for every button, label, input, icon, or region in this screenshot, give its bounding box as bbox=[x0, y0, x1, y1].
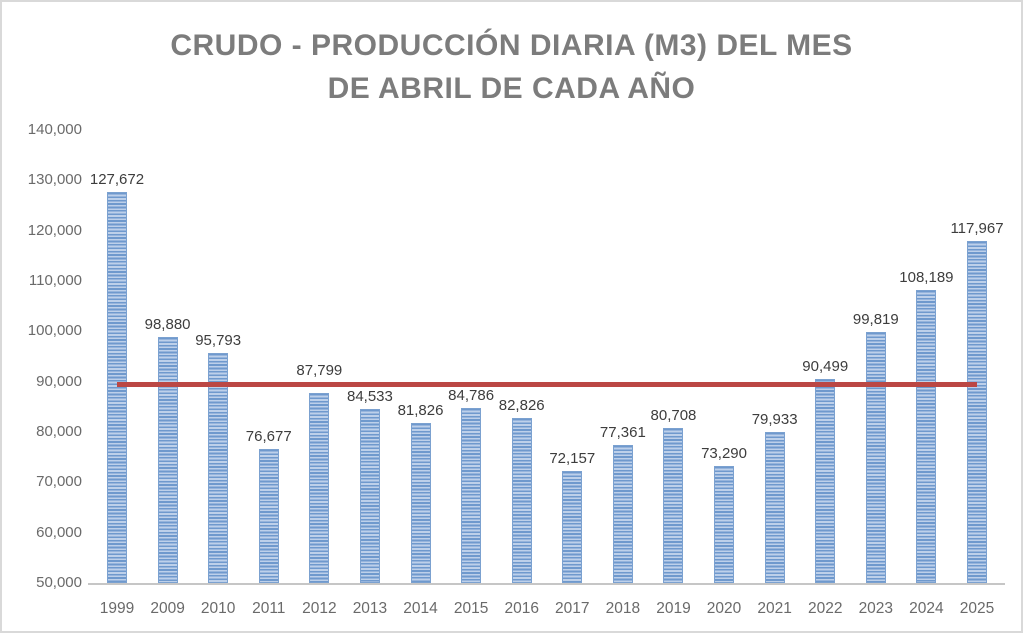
bar-value-label: 98,880 bbox=[144, 315, 191, 333]
y-tick-label: 60,000 bbox=[36, 523, 82, 541]
y-tick-label: 70,000 bbox=[36, 473, 82, 491]
bar bbox=[359, 409, 380, 583]
bar bbox=[764, 432, 785, 583]
x-tick-label: 2011 bbox=[252, 600, 286, 617]
y-tick-label: 140,000 bbox=[27, 121, 82, 138]
bar bbox=[461, 407, 482, 583]
bar-value-label: 79,933 bbox=[751, 411, 798, 429]
bar-value-label: 84,533 bbox=[346, 388, 393, 406]
chart-title: CRUDO - PRODUCCIÓN DIARIA (M3) DEL MES D… bbox=[2, 24, 1021, 110]
bar bbox=[815, 379, 836, 583]
bar-value-label: 76,677 bbox=[245, 427, 292, 445]
bar bbox=[714, 465, 735, 583]
x-tick-label: 2025 bbox=[959, 600, 995, 617]
bar bbox=[157, 336, 178, 583]
bar bbox=[208, 352, 229, 583]
y-tick-label: 130,000 bbox=[27, 171, 82, 189]
bar-value-label: 73,290 bbox=[701, 444, 747, 462]
x-tick-label: 2023 bbox=[858, 600, 894, 617]
bar-value-label: 127,672 bbox=[89, 171, 145, 189]
chart-title-line-2: DE ABRIL DE CADA AÑO bbox=[327, 72, 696, 105]
x-tick-label: 2018 bbox=[605, 600, 641, 617]
chart-title-line-1: CRUDO - PRODUCCIÓN DIARIA (M3) DEL MES bbox=[170, 29, 853, 62]
bar-value-label: 90,499 bbox=[802, 358, 849, 376]
bar-value-label: 95,793 bbox=[195, 331, 242, 349]
x-tick-label: 2012 bbox=[302, 600, 337, 617]
bar bbox=[562, 471, 583, 583]
bar bbox=[106, 192, 127, 583]
bar bbox=[916, 290, 937, 583]
x-tick-label: 2015 bbox=[453, 600, 489, 617]
x-tick-label: 2010 bbox=[200, 600, 236, 617]
x-tick-label: 2009 bbox=[150, 600, 185, 617]
bar bbox=[309, 392, 330, 583]
bar-value-label: 72,157 bbox=[549, 450, 596, 468]
x-tick-label: 2014 bbox=[403, 600, 438, 617]
x-tick-label: 2017 bbox=[555, 600, 590, 617]
y-tick-label: 90,000 bbox=[36, 372, 82, 390]
bar-value-label: 108,189 bbox=[899, 269, 954, 287]
bar bbox=[967, 240, 987, 583]
bar-value-label: 84,786 bbox=[448, 386, 495, 404]
x-axis-line bbox=[88, 583, 1005, 585]
x-tick-label: 2022 bbox=[807, 600, 843, 617]
bar-value-label: 99,819 bbox=[852, 311, 899, 329]
y-tick-label: 110,000 bbox=[28, 272, 82, 289]
bar-value-label: 77,361 bbox=[599, 424, 646, 442]
bar bbox=[410, 422, 431, 583]
bar-value-label: 117,967 bbox=[950, 219, 1004, 237]
bar-value-label: 81,826 bbox=[397, 401, 444, 419]
x-tick-label: 2013 bbox=[352, 600, 388, 617]
x-tick-label: 2020 bbox=[706, 600, 742, 617]
x-tick-label: 2024 bbox=[909, 600, 944, 617]
bar bbox=[865, 332, 886, 583]
bar bbox=[258, 448, 279, 583]
x-tick-label: 1999 bbox=[99, 600, 135, 617]
bar bbox=[663, 428, 684, 583]
reference-line bbox=[116, 381, 977, 387]
y-tick-label: 100,000 bbox=[27, 322, 82, 340]
bar-value-label: 87,799 bbox=[296, 361, 343, 379]
x-tick-label: 2019 bbox=[656, 600, 691, 617]
bar bbox=[612, 445, 633, 583]
x-tick-label: 2021 bbox=[757, 600, 792, 617]
y-tick-label: 50,000 bbox=[36, 574, 82, 591]
bar bbox=[511, 417, 532, 583]
bar-value-label: 82,826 bbox=[498, 396, 545, 414]
x-tick-label: 2016 bbox=[504, 600, 539, 617]
y-tick-label: 80,000 bbox=[36, 423, 82, 440]
y-tick-label: 120,000 bbox=[27, 221, 82, 239]
bar-value-label: 80,708 bbox=[650, 407, 697, 425]
